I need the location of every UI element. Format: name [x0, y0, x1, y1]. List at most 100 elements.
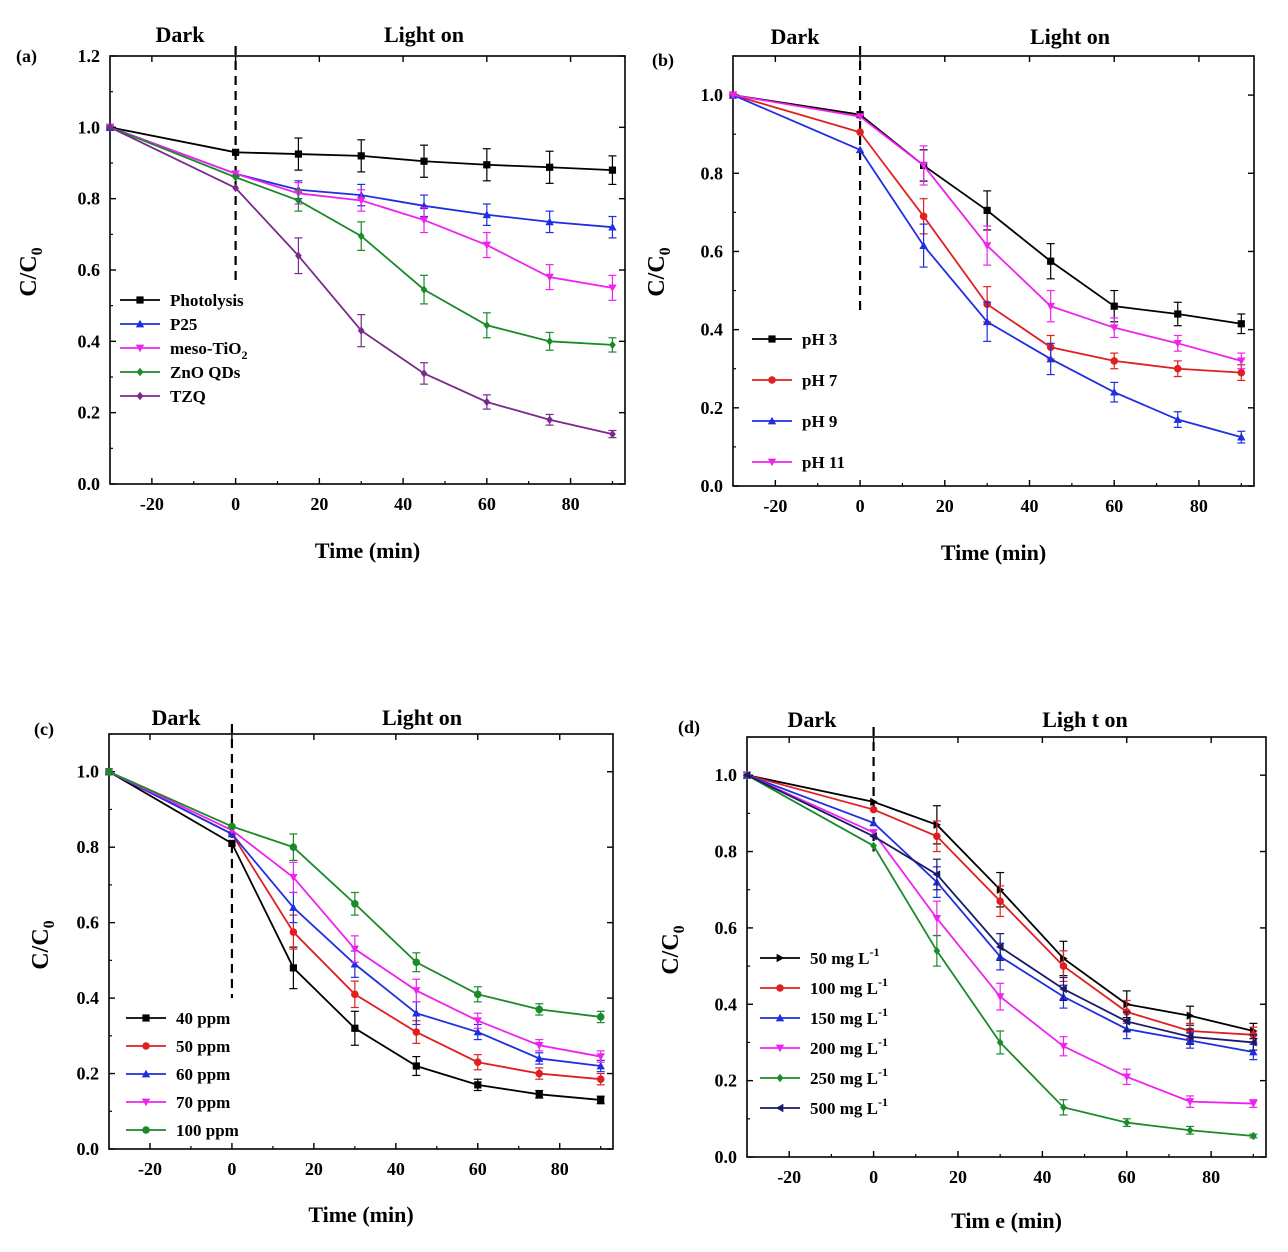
legend-entry: pH 9 [752, 412, 837, 431]
data-point [919, 241, 928, 249]
data-point [412, 1028, 421, 1036]
legend-marker [775, 1013, 785, 1022]
x-tick-label: 20 [310, 494, 328, 514]
y-tick-label: 0.4 [715, 994, 738, 1014]
data-point [535, 1041, 544, 1050]
data-point [232, 173, 239, 182]
data-point [1060, 1103, 1067, 1112]
data-point [869, 832, 877, 841]
panel-label: (b) [652, 50, 674, 71]
legend-label: 500 mg L-1 [810, 1095, 888, 1118]
data-point [1059, 1042, 1068, 1051]
x-tick-label: 60 [469, 1159, 487, 1179]
legend-marker [776, 953, 785, 963]
legend-label-text: pH 9 [802, 412, 837, 431]
legend-label: 150 mg L-1 [810, 1005, 888, 1028]
y-tick-label: 1.0 [77, 762, 100, 782]
series-line [746, 774, 1254, 1036]
x-tick-label: 40 [387, 1159, 405, 1179]
data-point [1110, 324, 1119, 332]
y-axis-label: C/C0 [644, 247, 674, 296]
legend-label-text: Photolysis [170, 291, 244, 310]
data-point [351, 899, 359, 908]
legend-label: 200 mg L-1 [810, 1035, 888, 1058]
data-point [933, 946, 941, 956]
y-tick-label: 0.2 [78, 403, 101, 423]
legend-label-superscript: -1 [878, 975, 888, 989]
data-point [350, 959, 360, 968]
data-point [869, 818, 878, 827]
data-point [1186, 1126, 1194, 1135]
y-tick-label: 0.2 [701, 398, 724, 418]
legend-label-text: pH 3 [802, 330, 837, 349]
y-tick-label: 0.0 [78, 474, 101, 494]
legend-label: 40 ppm [176, 1009, 230, 1028]
y-axis-label-sub: 0 [657, 247, 674, 255]
data-point [357, 231, 365, 241]
legend-label: 70 ppm [176, 1093, 230, 1112]
legend-entry: 200 mg L-1 [760, 1035, 888, 1058]
legend-marker [776, 984, 784, 992]
data-point [995, 993, 1005, 1001]
data-point [596, 1013, 605, 1021]
data-point [869, 805, 878, 814]
legend-entry: ZnO QDs [120, 363, 241, 382]
data-point [482, 210, 492, 219]
data-point [982, 242, 992, 250]
legend-entry: 50 ppm [126, 1037, 230, 1056]
data-point [545, 217, 554, 226]
data-point [1110, 302, 1118, 310]
series-line [746, 774, 1254, 1105]
legend-label-text: 500 mg L [810, 1099, 878, 1118]
data-point [232, 148, 240, 156]
legend-label-superscript: -1 [878, 1095, 888, 1109]
data-point [420, 285, 428, 294]
data-point [295, 251, 302, 260]
series-line [746, 774, 1254, 1053]
legend-marker [142, 1126, 150, 1134]
data-point [869, 829, 878, 837]
series-6 [742, 770, 1258, 1051]
data-point [294, 150, 303, 158]
data-point [1185, 1032, 1194, 1041]
series-1 [106, 123, 617, 185]
dark-label: Dark [788, 707, 838, 732]
series-5 [106, 123, 617, 439]
data-point [1123, 1118, 1131, 1127]
y-tick-label: 1.0 [715, 765, 738, 785]
x-axis-label: Tim e (min) [951, 1208, 1062, 1233]
panel-d: -20 0 20 40 60 80 0.0 0.2 0.4 0.6 0.8 1.0 Dark Ligh t… [658, 707, 1267, 1233]
data-point [420, 369, 428, 378]
legend-entry: 100 ppm [126, 1121, 239, 1140]
legend-label-text: ZnO QDs [170, 363, 241, 382]
dark-label: Dark [156, 22, 206, 47]
data-point [289, 928, 298, 936]
legend-entry: 250 mg L-1 [760, 1065, 888, 1088]
data-point [728, 91, 738, 100]
data-point [983, 206, 991, 215]
x-axis-label: Time (min) [315, 538, 420, 563]
legend-label-text: meso-TiO [170, 339, 241, 358]
legend-label: 100 ppm [176, 1121, 239, 1140]
data-point [596, 1053, 605, 1061]
data-point [1046, 302, 1055, 311]
x-tick-label: 60 [478, 494, 496, 514]
data-point [1249, 1038, 1257, 1047]
y-tick-label: 0.4 [701, 320, 724, 340]
series-line [732, 94, 1242, 439]
legend-label-text: TZQ [170, 387, 206, 406]
legend-label-text: 200 mg L [810, 1039, 878, 1058]
data-point [535, 1005, 544, 1014]
data-point [1110, 387, 1119, 396]
y-tick-label: 1.0 [78, 117, 101, 137]
data-point [1110, 357, 1119, 365]
light-on-label: Light on [1030, 24, 1110, 49]
x-tick-label: 40 [1033, 1167, 1051, 1187]
data-point [870, 797, 878, 807]
data-point [289, 874, 298, 882]
data-point [996, 1038, 1004, 1047]
y-axis-label: C/C0 [28, 920, 58, 969]
y-axis-label-main: C/C [28, 928, 54, 969]
x-tick-label: 20 [949, 1167, 967, 1187]
x-tick-label: -20 [777, 1167, 801, 1187]
